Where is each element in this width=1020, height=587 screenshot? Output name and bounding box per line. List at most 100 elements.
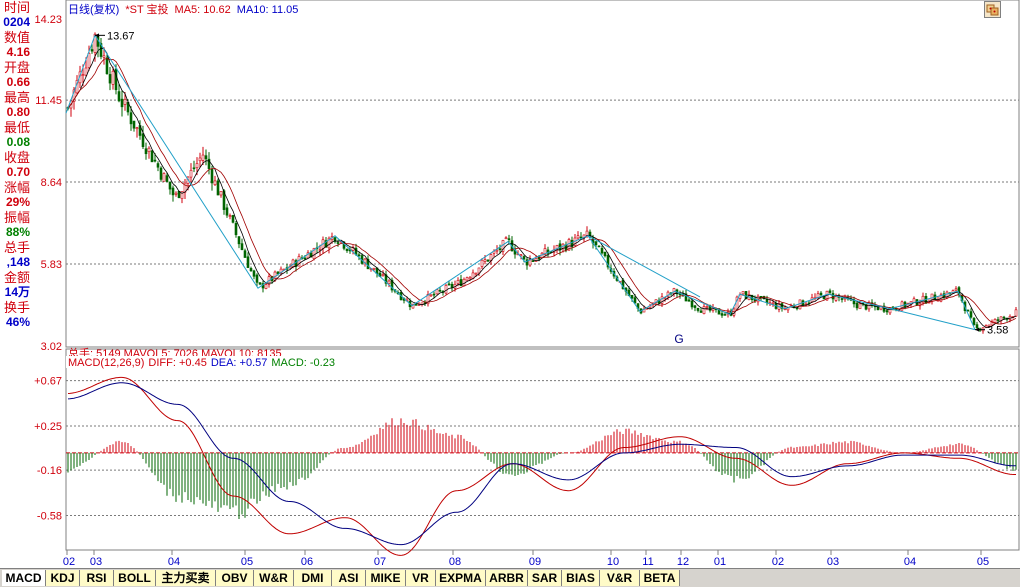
tab-rsi[interactable]: RSI (80, 570, 114, 586)
tab-obv[interactable]: OBV (216, 570, 254, 586)
candle-body (579, 236, 583, 239)
tab-boll[interactable]: BOLL (114, 570, 156, 586)
candle-body (465, 277, 469, 281)
candle-body (567, 239, 571, 251)
candle-body (243, 250, 247, 258)
candle-body (840, 298, 844, 300)
candle-body (387, 280, 391, 284)
tab-sar[interactable]: SAR (528, 570, 562, 586)
candle-body (258, 282, 262, 285)
candle-body (312, 248, 316, 259)
tab-bias[interactable]: BIAS (562, 570, 600, 586)
candle-body (81, 74, 85, 76)
candle-body (357, 254, 361, 257)
candle-body (531, 260, 535, 262)
candle-body (255, 274, 259, 283)
tab-wr[interactable]: W&R (254, 570, 294, 586)
tab-vr[interactable]: V&R (600, 570, 640, 586)
candle-body (684, 293, 688, 302)
tab-mike[interactable]: MIKE (366, 570, 406, 586)
zigzag-line (65, 34, 976, 330)
candle-body (444, 285, 448, 294)
indicator-tab-bar: MACD KDJ RSI BOLL 主力买卖 OBV W&R DMI ASI MIKE VR EXPM… (0, 568, 1020, 587)
candle-body (699, 310, 703, 313)
candle-body (216, 180, 220, 196)
tab-arbr[interactable]: ARBR (486, 570, 528, 586)
candle-body (162, 173, 166, 182)
dice-icon[interactable] (984, 1, 1001, 18)
x-tick-label: 04 (168, 556, 180, 568)
macd-tick-label: -0.16 (37, 465, 62, 477)
candle-body (972, 318, 976, 325)
high-annotation: 13.67 (107, 30, 135, 42)
tab-[interactable]: 主力买卖 (156, 570, 216, 586)
diff-line (67, 376, 1016, 556)
line-layer (65, 34, 1017, 556)
candle-body (309, 252, 313, 258)
candle-body (327, 237, 331, 249)
tab-vr[interactable]: VR (406, 570, 436, 586)
candle-body (876, 306, 880, 311)
x-tick-label: 05 (977, 556, 989, 568)
candle-body (417, 304, 421, 306)
candle-body (129, 112, 133, 125)
candle-body (630, 294, 634, 299)
tab-asi[interactable]: ASI (332, 570, 366, 586)
tab-macd[interactable]: MACD (2, 570, 46, 586)
x-tick-label: 04 (904, 556, 916, 568)
candle-body (99, 43, 103, 57)
x-tick-label: 03 (90, 556, 102, 568)
candle-body (201, 154, 205, 161)
tab-beta[interactable]: BETA (640, 570, 680, 586)
candle-body (759, 295, 763, 298)
candle-body (522, 256, 526, 260)
tab-expma[interactable]: EXPMA (436, 570, 486, 586)
candle-body (117, 91, 121, 102)
x-tick-label: 03 (827, 556, 839, 568)
info-label: 数值 (3, 30, 30, 45)
candle-body (954, 288, 958, 291)
candle-body (159, 167, 163, 180)
info-value: 0.08 (6, 135, 30, 149)
candle-body (600, 247, 604, 254)
candle-body (720, 313, 724, 316)
candle-body (483, 259, 487, 262)
x-tick-label: 05 (241, 556, 253, 568)
info-value: 0.70 (6, 165, 30, 179)
candle-body (456, 280, 460, 284)
candle-body (231, 215, 235, 223)
candle-body (528, 259, 532, 266)
candle-body (828, 290, 832, 293)
macd-tick-label: -0.58 (37, 510, 62, 522)
candle-body (264, 284, 268, 289)
macd-tick-label: +0.67 (34, 376, 62, 388)
candle-body (132, 120, 136, 129)
candle-body (975, 324, 979, 329)
candle-body (690, 300, 694, 308)
candle-body (144, 148, 148, 155)
candle-body (276, 271, 280, 275)
info-panel: 时间 0204 数值 4.16 开盘 0.66 最高 0.80 最低 0.08 收盘 0.70 涨幅 29… (0, 0, 30, 347)
candle-body (468, 276, 472, 280)
candle-body (153, 159, 157, 162)
label-layer: 14.23 11.45 8.64 5.83 3.02 +0.67 +0.25 -0.16 -0.… (34, 14, 1008, 568)
candle-body (864, 304, 868, 310)
tab-dmi[interactable]: DMI (294, 570, 332, 586)
candle-body (921, 295, 925, 304)
candle-body (438, 289, 442, 292)
high-arrow (95, 33, 99, 38)
candle-body (219, 191, 223, 196)
candle-body (90, 49, 94, 52)
g-marker: G (674, 332, 683, 346)
candle-body (345, 248, 349, 251)
candle-body (165, 175, 169, 182)
candle-body (741, 291, 745, 295)
tab-kdj[interactable]: KDJ (46, 570, 80, 586)
candle-body (225, 207, 229, 216)
info-value: 4.16 (6, 45, 30, 59)
candle-body (147, 147, 151, 152)
candle-body (990, 321, 994, 326)
info-value: 0.66 (6, 75, 30, 89)
candle-body (525, 259, 529, 266)
candle-body (174, 192, 178, 195)
